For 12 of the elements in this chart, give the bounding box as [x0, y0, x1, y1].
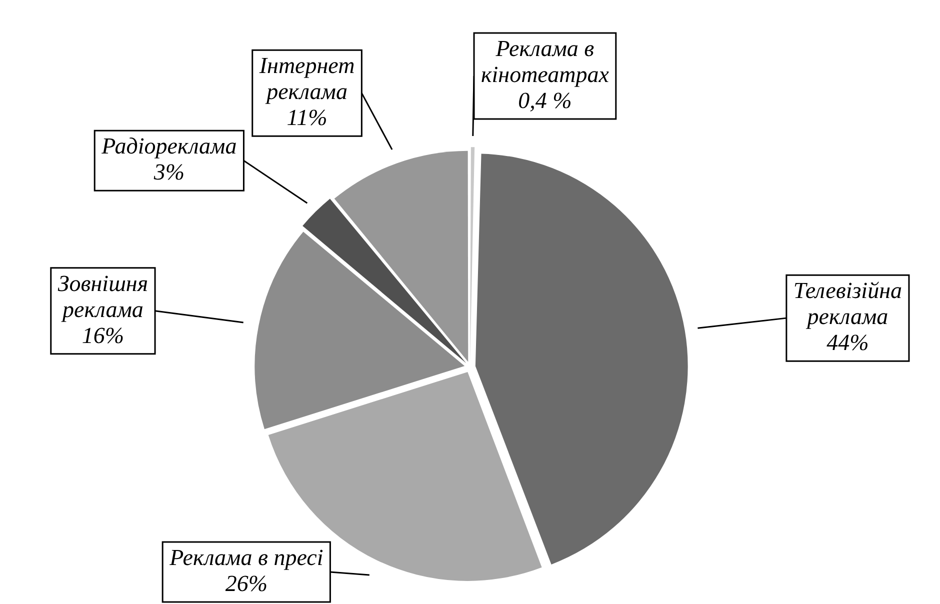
slice-label: Телевізійна реклама [793, 278, 902, 330]
slice-label: Радіореклама [100, 134, 237, 159]
data-label: 11% [286, 105, 328, 130]
data-label: 26% [225, 571, 268, 596]
data-label: 44% [826, 330, 869, 356]
slice-label: Реклама в пресі [168, 545, 324, 570]
data-label: 16% [82, 322, 124, 348]
slice-label: Зовнішня реклама [58, 270, 148, 322]
slice-label: Інтернет реклама [258, 53, 355, 104]
data-label: 3% [152, 160, 185, 185]
data-label: 0,4 % [518, 88, 572, 114]
slice-label: Реклама в кінотеатрах [481, 36, 610, 88]
